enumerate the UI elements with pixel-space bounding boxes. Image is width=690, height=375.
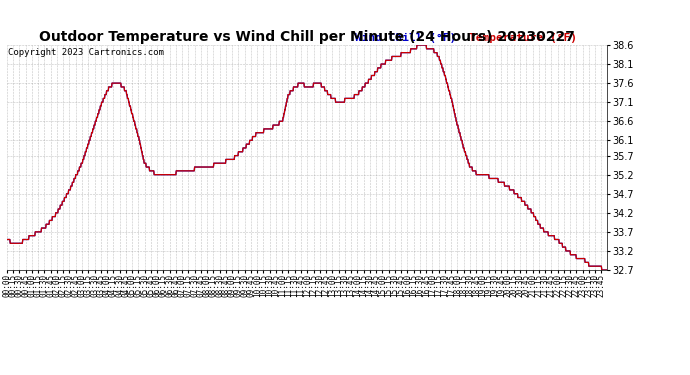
Text: Temperature (°F): Temperature (°F): [469, 33, 577, 43]
Title: Outdoor Temperature vs Wind Chill per Minute (24 Hours) 20230227: Outdoor Temperature vs Wind Chill per Mi…: [39, 30, 575, 44]
Text: Wind Chill (°F): Wind Chill (°F): [355, 33, 456, 43]
Text: Copyright 2023 Cartronics.com: Copyright 2023 Cartronics.com: [8, 48, 164, 57]
